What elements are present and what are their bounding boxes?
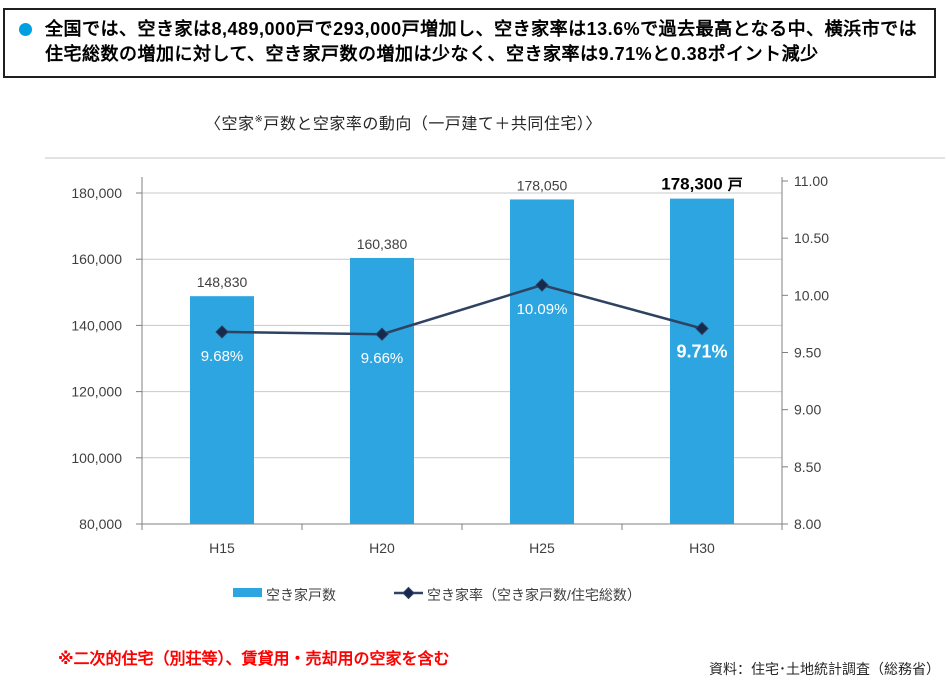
legend-line-label: 空き家率（空き家戸数/住宅総数） xyxy=(427,587,641,603)
bar-h20 xyxy=(350,257,414,524)
left-axis-label: 100,000 xyxy=(71,450,122,466)
right-axis-label: 11.00 xyxy=(794,173,828,189)
bullet-icon xyxy=(19,23,32,36)
rate-value-label: 10.09% xyxy=(517,301,568,318)
left-axis-label: 120,000 xyxy=(71,384,122,400)
bar-value-unit: 戸 xyxy=(728,177,743,194)
source-credit: 資料：住宅･土地統計調査（総務省） xyxy=(709,661,940,677)
category-label: H20 xyxy=(369,540,395,556)
right-axis-label: 9.00 xyxy=(794,402,821,418)
summary-box: 全国では、空き家は8,489,000戸で293,000戸増加し、空き家率は13.… xyxy=(3,8,936,78)
legend-line-marker xyxy=(402,586,415,600)
left-axis-label: 160,000 xyxy=(71,251,122,267)
summary-text: 全国では、空き家は8,489,000戸で293,000戸増加し、空き家率は13.… xyxy=(45,19,918,64)
chart-title-note-mark: ※ xyxy=(254,114,264,125)
category-label: H30 xyxy=(689,540,715,556)
right-axis-label: 9.50 xyxy=(794,345,821,361)
left-axis-label: 180,000 xyxy=(71,185,122,201)
category-label: H25 xyxy=(529,540,555,556)
left-axis-label: 80,000 xyxy=(79,516,122,532)
rate-line xyxy=(221,283,703,336)
rate-marker xyxy=(695,321,709,336)
bar-value-label: 178,050 xyxy=(517,177,568,193)
bar-value-label: 148,830 xyxy=(197,274,248,290)
right-axis-label: 10.00 xyxy=(794,287,829,303)
right-axis-label: 8.00 xyxy=(794,516,821,532)
chart-title: 〈空家※戸数と空家率の動向（一戸建て＋共同住宅）〉 xyxy=(205,110,602,134)
bar-value-label: 160,380 xyxy=(357,236,408,252)
vacancy-chart: 180,000 160,000 140,000 120,000 100,000 80,00… xyxy=(45,157,945,603)
right-axis-label: 8.50 xyxy=(794,459,821,475)
chart-title-post: 戸数と空家率の動向（一戸建て＋共同住宅）〉 xyxy=(263,116,602,133)
rate-marker xyxy=(215,325,229,339)
bar-h25 xyxy=(510,199,574,524)
rate-value-label: 9.71% xyxy=(676,341,727,361)
bar-value-label: 178,300 戸 xyxy=(661,175,742,194)
rate-marker xyxy=(535,278,549,292)
rate-marker xyxy=(375,327,389,341)
category-label: H15 xyxy=(209,540,235,556)
bar-h30 xyxy=(670,198,734,524)
rate-value-label: 9.66% xyxy=(361,350,404,367)
right-axis-label: 10.50 xyxy=(794,230,829,246)
legend-bar-swatch xyxy=(233,588,262,597)
left-axis-label: 140,000 xyxy=(71,317,122,333)
chart-title-pre: 〈空家 xyxy=(205,116,255,133)
legend-bar-label: 空き家戸数 xyxy=(266,587,336,603)
rate-value-label: 9.68% xyxy=(201,348,244,365)
footnote: ※二次的住宅（別荘等）、賃貸用・売却用の空家を含む xyxy=(58,651,450,668)
